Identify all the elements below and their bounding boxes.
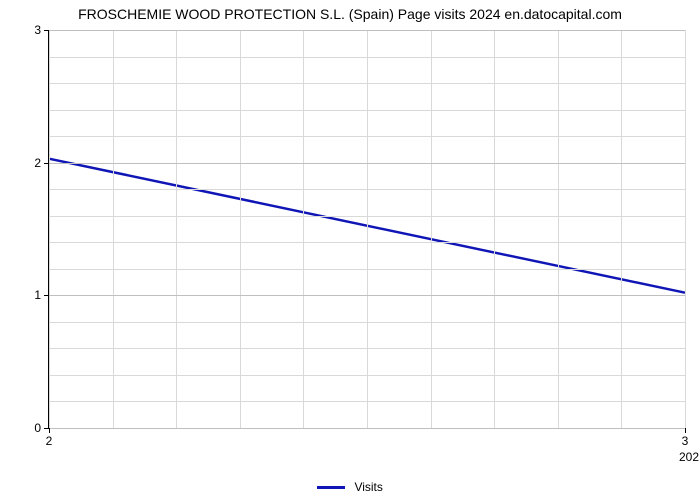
legend-label: Visits xyxy=(354,480,382,494)
grid-line-h-minor xyxy=(49,375,685,376)
grid-line-h-minor xyxy=(49,110,685,111)
plot-area: 012323202 xyxy=(48,30,685,429)
chart-container: { "chart": { "type": "line", "title": "F… xyxy=(0,0,700,500)
grid-line-h xyxy=(49,428,685,429)
y-tick-mark xyxy=(44,163,49,164)
grid-line-v xyxy=(303,30,304,428)
grid-line-v xyxy=(176,30,177,428)
grid-line-v xyxy=(685,30,686,428)
grid-line-v xyxy=(621,30,622,428)
grid-line-v xyxy=(113,30,114,428)
grid-line-h-minor xyxy=(49,189,685,190)
grid-line-h-minor xyxy=(49,401,685,402)
grid-line-h-minor xyxy=(49,348,685,349)
legend-swatch xyxy=(317,486,345,489)
grid-line-h-minor xyxy=(49,136,685,137)
y-tick-mark xyxy=(44,30,49,31)
x-sub-label: 202 xyxy=(679,428,699,464)
grid-line-h-minor xyxy=(49,216,685,217)
y-tick-mark xyxy=(44,295,49,296)
grid-line-h-minor xyxy=(49,242,685,243)
grid-line-v xyxy=(431,30,432,428)
grid-line-h xyxy=(49,30,685,31)
grid-line-h-minor xyxy=(49,269,685,270)
grid-line-h xyxy=(49,163,685,164)
grid-line-v xyxy=(367,30,368,428)
grid-line-v xyxy=(49,30,50,428)
grid-line-h-minor xyxy=(49,322,685,323)
chart-title: FROSCHEMIE WOOD PROTECTION S.L. (Spain) … xyxy=(0,6,700,22)
grid-line-v xyxy=(240,30,241,428)
grid-line-h-minor xyxy=(49,83,685,84)
x-tick-mark xyxy=(49,428,50,433)
grid-line-v xyxy=(494,30,495,428)
legend: Visits xyxy=(0,479,700,494)
grid-line-h xyxy=(49,295,685,296)
grid-line-h-minor xyxy=(49,57,685,58)
grid-line-v xyxy=(558,30,559,428)
